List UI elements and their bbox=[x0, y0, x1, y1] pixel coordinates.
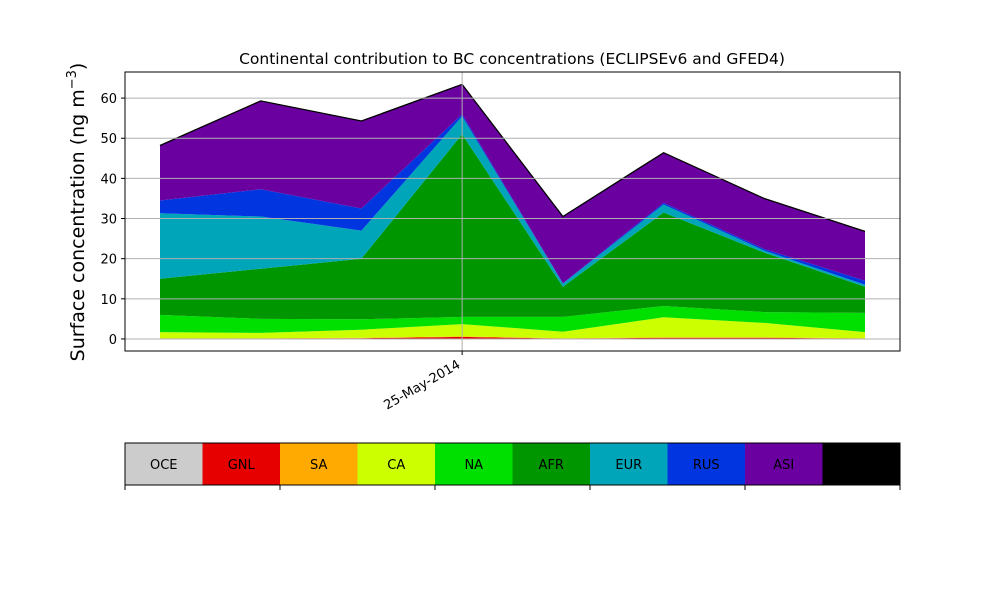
legend-swatch-sa bbox=[280, 443, 358, 485]
x-axis: 25-May-2014 bbox=[381, 351, 463, 413]
area-sa bbox=[160, 336, 865, 339]
y-axis: 0 10 20 30 40 50 60 bbox=[100, 92, 125, 348]
legend-label-gnl: GNL bbox=[228, 458, 256, 473]
legend-label-afr: AFR bbox=[539, 458, 564, 473]
area-layers bbox=[159, 83, 866, 339]
total-outline bbox=[159, 83, 866, 233]
area-afr bbox=[160, 134, 865, 320]
legend-label-asi: ASI bbox=[773, 458, 794, 473]
legend-swatch-oce bbox=[125, 443, 203, 485]
legend-swatch-ca bbox=[357, 443, 435, 485]
area-eur bbox=[160, 116, 865, 287]
legend-swatch-eur bbox=[590, 443, 668, 485]
y-axis-label: Surface concentration (ng m−3) bbox=[65, 63, 89, 362]
legend-swatch-gnl bbox=[202, 443, 280, 485]
legend-swatch-na bbox=[435, 443, 513, 485]
plot-area: 0 10 20 30 40 50 60 25-May-2014 bbox=[100, 71, 901, 413]
y-tick-label: 60 bbox=[100, 92, 117, 107]
legend-label-aus: AUS bbox=[848, 458, 875, 473]
legend-label-oce: OCE bbox=[150, 458, 178, 473]
plot-frame bbox=[124, 71, 901, 352]
legend-swatch-aus bbox=[822, 443, 900, 485]
area-na bbox=[160, 306, 865, 333]
y-tick-label: 20 bbox=[100, 253, 117, 268]
y-axis-label-close: ) bbox=[67, 63, 89, 70]
y-tick-label: 50 bbox=[100, 132, 117, 147]
legend-label-eur: EUR bbox=[615, 458, 642, 473]
chart-title: Continental contribution to BC concentra… bbox=[239, 50, 785, 68]
y-tick-label: 30 bbox=[100, 213, 117, 228]
y-tick-label: 10 bbox=[100, 293, 117, 308]
legend-label-ca: CA bbox=[387, 458, 405, 473]
y-axis-label-superscript: −3 bbox=[65, 70, 80, 89]
grid-lines bbox=[125, 72, 900, 351]
y-tick-label: 0 bbox=[109, 333, 117, 348]
x-tick-label: 25-May-2014 bbox=[381, 357, 463, 413]
y-tick-label: 40 bbox=[100, 172, 117, 187]
legend-frame bbox=[124, 442, 901, 486]
area-ca bbox=[160, 317, 865, 339]
area-asi bbox=[160, 84, 865, 284]
legend-swatch-afr bbox=[512, 443, 590, 485]
legend-swatch-asi bbox=[745, 443, 823, 485]
legend-label-sa: SA bbox=[310, 458, 327, 473]
legend-label-rus: RUS bbox=[693, 458, 720, 473]
legend-label-na: NA bbox=[464, 458, 483, 473]
legend-colorbar: OCE GNL SA CA NA AFR EUR RUS ASI AUS bbox=[124, 442, 901, 490]
area-rus bbox=[160, 114, 865, 285]
y-axis-label-main: Surface concentration (ng m bbox=[67, 89, 89, 361]
legend-swatch-rus bbox=[667, 443, 745, 485]
